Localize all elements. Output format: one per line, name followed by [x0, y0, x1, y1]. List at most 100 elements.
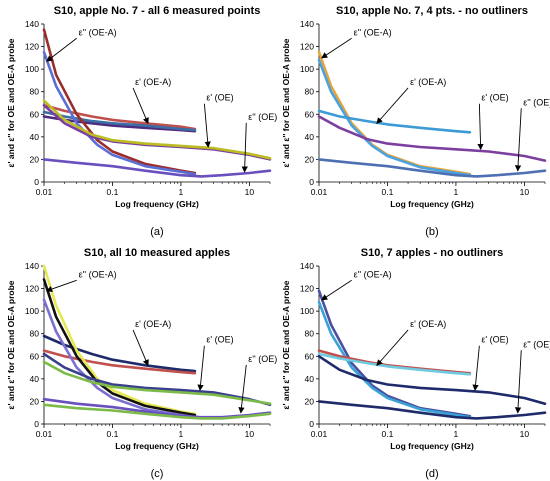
chart-title: S10, apple No. 7 - all 6 measured points [54, 5, 261, 17]
x-tick-label: 0.01 [36, 429, 53, 439]
annotation-label: ε'' (OE-A) [354, 27, 392, 37]
series-line [317, 352, 472, 376]
annotation-arrow [514, 108, 522, 172]
annotation-arrow [132, 329, 149, 367]
annotation-arrow [241, 122, 248, 173]
y-tick-label: 140 [25, 19, 39, 29]
y-tick-label: 60 [30, 109, 40, 119]
series-line [317, 158, 547, 178]
series-line [42, 349, 197, 375]
series-line [317, 115, 547, 162]
annotation-arrow [132, 87, 149, 125]
y-tick-label: 80 [305, 329, 315, 339]
series-line [42, 360, 272, 406]
series-line [42, 110, 197, 132]
y-tick-label: 20 [305, 396, 315, 406]
series-line [317, 109, 472, 134]
panel-caption: (d) [425, 468, 438, 480]
y-tick-label: 60 [30, 351, 40, 361]
annotation-label: ε'' (OE) [523, 339, 550, 349]
x-tick-label: 10 [245, 429, 255, 439]
chart-panel-a: S10, apple No. 7 - all 6 measured points… [6, 5, 277, 238]
panel-caption: (b) [425, 226, 438, 238]
y-axis-label: ε' and ε'' for OE and OE-A probe [281, 38, 291, 167]
annotation-arrow [46, 37, 77, 62]
series-line [317, 354, 547, 406]
chart-title: S10, all 10 measured apples [84, 247, 230, 259]
annotation-arrow [514, 350, 522, 414]
series-line [42, 352, 272, 407]
y-tick-label: 60 [305, 351, 315, 361]
annotation-label: ε' (OE-A) [135, 77, 171, 87]
x-tick-label: 10 [245, 187, 255, 197]
annotation-arrow [472, 345, 480, 392]
x-tick-label: 0.01 [311, 187, 328, 197]
series-line [317, 50, 472, 176]
y-axis-label: ε' and ε'' for OE and OE-A probe [281, 280, 291, 409]
y-tick-label: 100 [300, 64, 314, 74]
x-tick-label: 10 [520, 187, 530, 197]
chart-title: S10, 7 apples - no outliners [361, 247, 503, 259]
y-tick-label: 0 [34, 419, 39, 429]
y-tick-label: 120 [25, 42, 39, 52]
y-tick-label: 140 [300, 19, 314, 29]
x-tick-label: 1 [179, 429, 184, 439]
x-axis-label: Log frequency (GHz) [390, 199, 474, 209]
series-line [42, 298, 197, 419]
annotation-label: ε' (OE) [481, 335, 508, 345]
y-tick-label: 100 [300, 306, 314, 316]
x-tick-label: 1 [179, 187, 184, 197]
y-tick-label: 0 [309, 419, 314, 429]
y-tick-label: 120 [25, 284, 39, 294]
annotation-label: ε' (OE-A) [410, 319, 446, 329]
chart-panel-c: S10, all 10 measured apples 0 20 40 60 80 100 1… [6, 247, 277, 480]
y-tick-label: 80 [305, 87, 315, 97]
series-line [317, 300, 472, 419]
x-axis-label: Log frequency (GHz) [115, 441, 199, 451]
annotation-label: ε'' (OE) [248, 354, 277, 364]
annotation-arrow [45, 279, 77, 292]
annotation-arrow [203, 103, 211, 148]
annotation-label: ε' (OE) [206, 93, 233, 103]
annotation-arrow [477, 103, 484, 151]
x-axis-label: Log frequency (GHz) [390, 441, 474, 451]
panel-caption: (c) [151, 468, 164, 480]
y-tick-label: 140 [25, 261, 39, 271]
y-tick-label: 80 [30, 329, 40, 339]
annotation-arrow [376, 329, 409, 366]
y-tick-label: 40 [30, 132, 40, 142]
annotation-label: ε'' (OE-A) [79, 27, 117, 37]
annotation-label: ε' (OE-A) [135, 319, 171, 329]
chart-panel-d: S10, 7 apples - no outliners020406080100… [281, 247, 550, 480]
series-line [42, 278, 197, 417]
y-tick-label: 120 [300, 42, 314, 52]
y-tick-label: 20 [30, 154, 40, 164]
annotation-label: ε'' (OE) [523, 97, 550, 107]
annotation-label: ε'' (OE-A) [354, 269, 392, 279]
annotation-arrow [321, 279, 352, 301]
y-axis-label: ε' and ε'' for OE and OE-A probe [6, 38, 16, 167]
y-tick-label: 40 [305, 132, 315, 142]
y-tick-label: 20 [30, 396, 40, 406]
x-tick-label: 0.1 [382, 187, 394, 197]
series-line [42, 104, 197, 131]
panel-caption: (a) [150, 226, 163, 238]
series-line [317, 400, 547, 420]
x-tick-label: 0.1 [107, 187, 119, 197]
y-tick-label: 100 [25, 306, 39, 316]
y-tick-label: 20 [305, 154, 315, 164]
x-tick-label: 0.1 [382, 429, 394, 439]
y-tick-label: 40 [305, 374, 315, 384]
y-tick-label: 0 [34, 177, 39, 187]
annotation-label: ε' (OE-A) [410, 77, 446, 87]
annotation-arrow [238, 364, 247, 414]
x-tick-label: 0.01 [36, 187, 53, 197]
annotation-label: ε'' (OE) [248, 112, 277, 122]
series-line [42, 28, 197, 175]
y-tick-label: 0 [309, 177, 314, 187]
x-axis-label: Log frequency (GHz) [115, 199, 199, 209]
annotation-label: ε'' (OE-A) [79, 269, 117, 279]
y-tick-label: 140 [300, 261, 314, 271]
x-tick-label: 10 [520, 429, 530, 439]
series-line [42, 403, 272, 420]
